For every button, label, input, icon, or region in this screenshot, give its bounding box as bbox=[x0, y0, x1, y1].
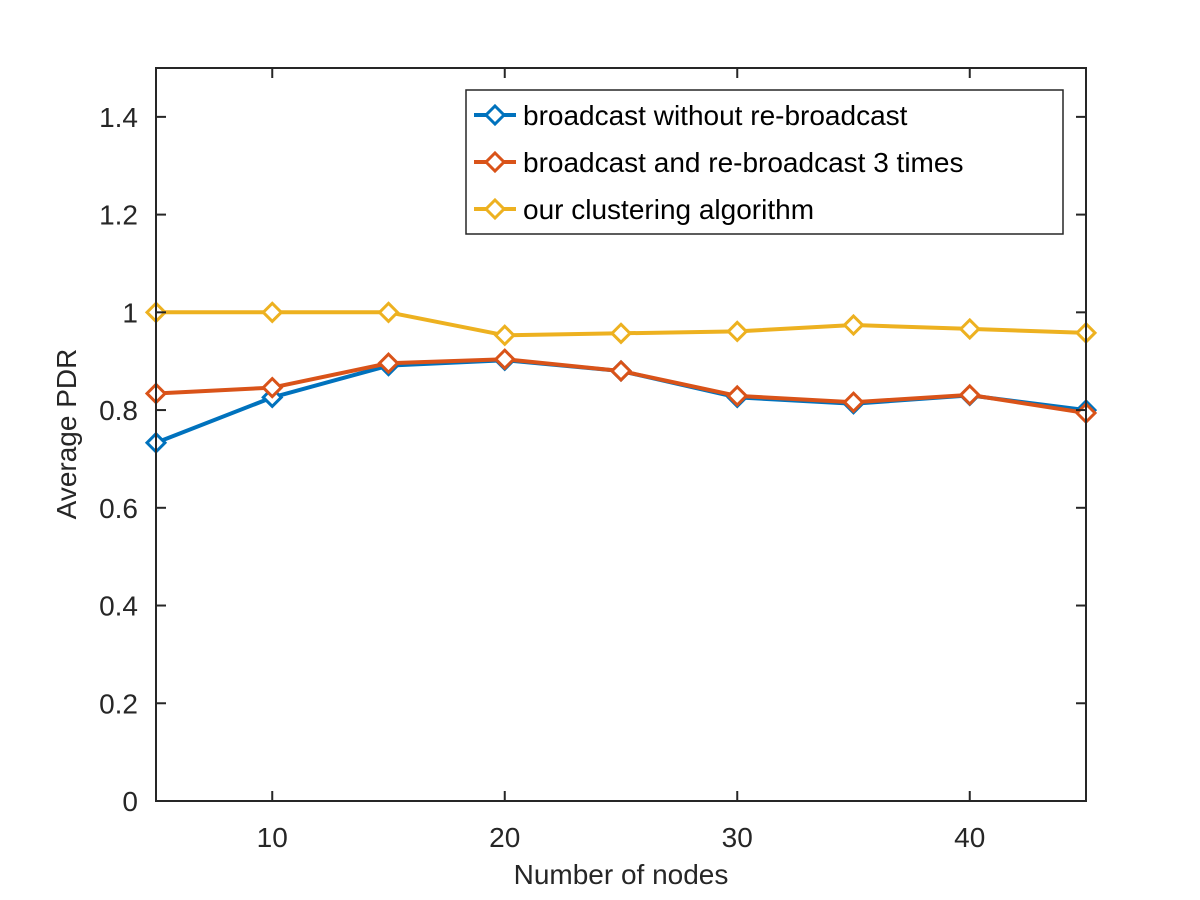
series-2-point bbox=[493, 348, 516, 371]
series-layer bbox=[144, 301, 1098, 454]
y-tick-label: 1.4 bbox=[99, 102, 138, 133]
series-3-point bbox=[377, 301, 400, 324]
legend-swatch-marker bbox=[483, 197, 507, 221]
series-3-point bbox=[726, 320, 749, 343]
series-3-point bbox=[261, 301, 284, 324]
axes-layer bbox=[155, 67, 1087, 802]
series-2-point bbox=[726, 384, 749, 408]
y-tick-label: 0.4 bbox=[99, 591, 138, 622]
series-2-point bbox=[842, 391, 865, 414]
axes-box bbox=[155, 67, 1087, 802]
series-3-point bbox=[609, 322, 633, 345]
y-tick-label: 1 bbox=[122, 297, 138, 328]
series-3-point bbox=[493, 324, 516, 347]
series-3-point bbox=[842, 313, 865, 337]
y-tick-label: 0.2 bbox=[99, 688, 138, 719]
y-tick-label: 0.6 bbox=[99, 493, 138, 524]
legend-swatch-marker bbox=[483, 150, 507, 174]
x-tick-label: 20 bbox=[489, 822, 520, 853]
legend-box bbox=[465, 89, 1064, 235]
series-2-point bbox=[958, 383, 981, 407]
legend-entry-label: broadcast without re-broadcast bbox=[523, 100, 908, 131]
legend-entry-label: our clustering algorithm bbox=[523, 194, 814, 225]
y-axis-label: Average PDR bbox=[51, 349, 82, 520]
series-2-point bbox=[261, 376, 284, 399]
y-tick-label: 0 bbox=[122, 786, 138, 817]
x-axis-label: Number of nodes bbox=[514, 859, 729, 890]
x-tick-label: 30 bbox=[722, 822, 753, 853]
x-tick-label: 40 bbox=[954, 822, 985, 853]
legend-entry-label: broadcast and re-broadcast 3 times bbox=[523, 147, 963, 178]
series-3-point bbox=[958, 317, 981, 341]
y-tick-label: 1.2 bbox=[99, 200, 138, 231]
series-2-point bbox=[609, 359, 633, 383]
legend-swatch-marker bbox=[483, 103, 507, 127]
x-tick-label: 10 bbox=[257, 822, 288, 853]
ticks-layer: 0 0.2 0.4 0.6 0.8 1 1.2 1.4 10 20 30 40 bbox=[99, 68, 1086, 853]
legend: broadcast without re-broadcast broadcast … bbox=[465, 89, 1064, 235]
series-2-point bbox=[377, 352, 400, 375]
y-tick-label: 0.8 bbox=[99, 395, 138, 426]
